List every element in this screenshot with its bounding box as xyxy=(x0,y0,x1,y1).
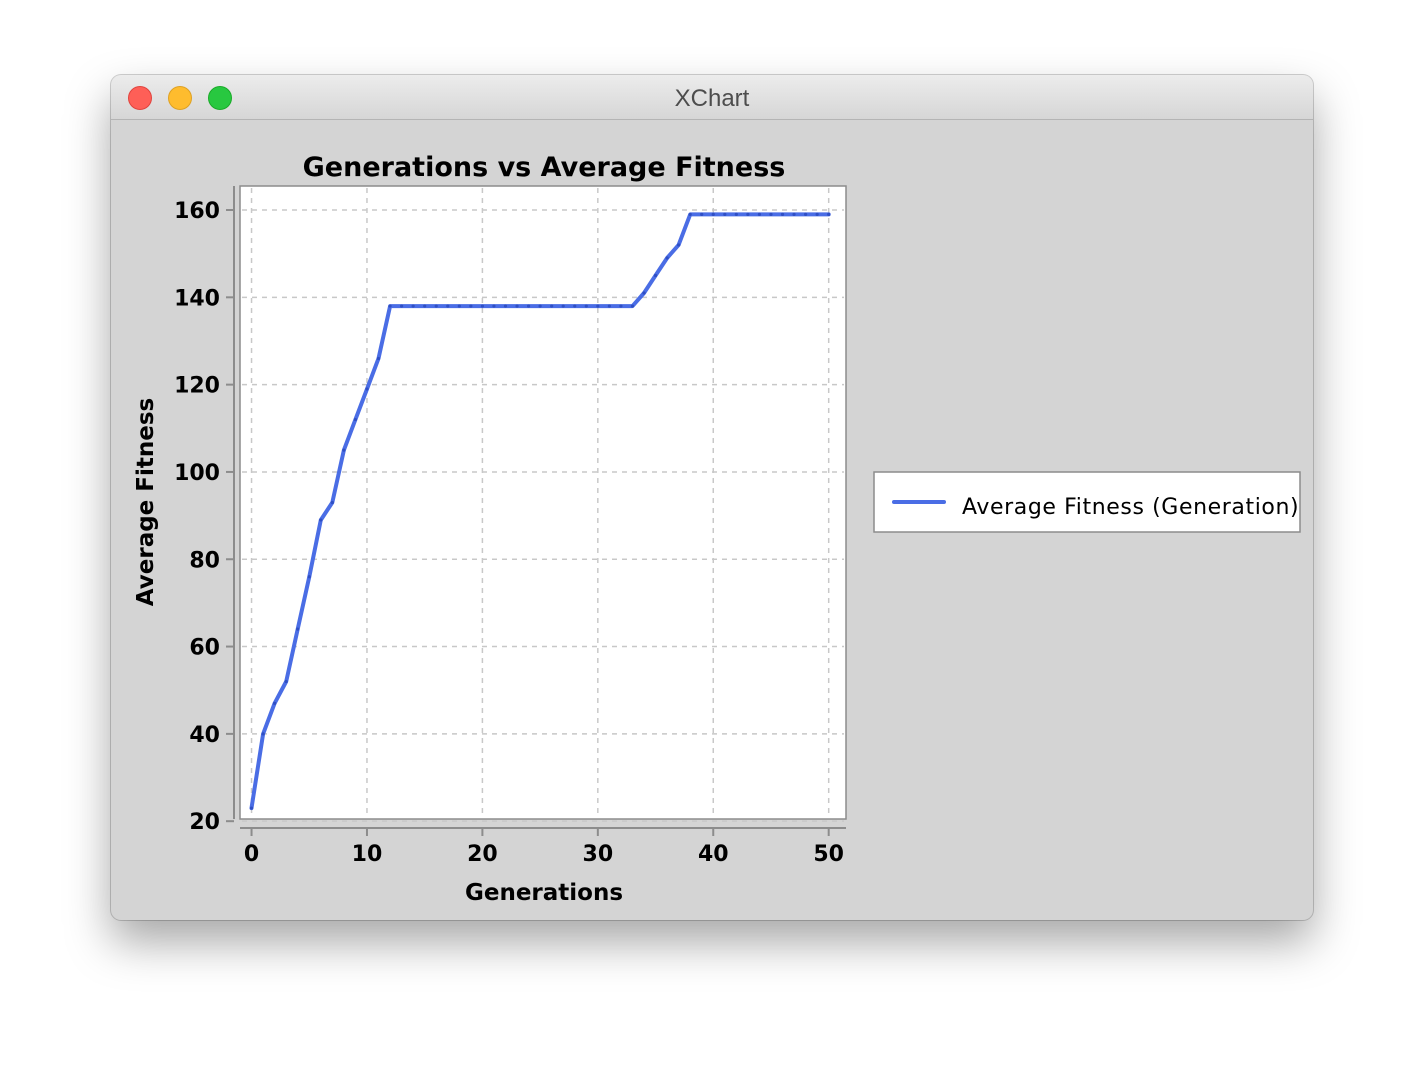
data-point xyxy=(296,627,300,631)
x-tick-label: 30 xyxy=(583,842,614,867)
data-point xyxy=(284,679,288,684)
data-point xyxy=(769,212,773,216)
data-point xyxy=(423,304,427,308)
title-bar[interactable]: XChart xyxy=(111,75,1313,120)
data-point xyxy=(400,304,404,308)
data-point xyxy=(746,212,750,216)
axes: 20 40 60 80 100 120 140 160 0 10 20 30 40 50 xyxy=(174,186,846,867)
data-point xyxy=(480,304,484,308)
x-tick-label: 0 xyxy=(244,842,259,867)
x-tick-label: 20 xyxy=(467,842,498,867)
data-point xyxy=(734,212,738,216)
data-point xyxy=(711,212,715,216)
data-point xyxy=(307,575,311,579)
data-point xyxy=(365,387,369,391)
xchart-window: XChart Generations vs Average Fitness 20… xyxy=(111,75,1313,920)
data-point xyxy=(330,500,334,505)
data-point xyxy=(780,212,785,216)
data-point xyxy=(804,212,808,216)
data-point xyxy=(353,417,358,422)
data-point xyxy=(573,304,577,308)
data-point xyxy=(342,448,346,452)
data-point xyxy=(249,806,254,810)
data-point xyxy=(550,304,554,308)
data-point xyxy=(446,304,450,308)
data-point xyxy=(584,304,588,308)
data-point xyxy=(653,273,658,278)
data-point xyxy=(503,304,508,308)
data-point xyxy=(688,212,692,216)
data-point xyxy=(526,304,531,308)
x-tick-label: 50 xyxy=(813,842,844,867)
data-point xyxy=(700,212,704,216)
data-point xyxy=(411,304,415,308)
data-point xyxy=(827,212,831,216)
x-tick-label: 10 xyxy=(352,842,383,867)
data-point xyxy=(515,304,519,308)
data-point xyxy=(723,212,727,216)
plot-background xyxy=(239,185,847,820)
data-point xyxy=(665,256,669,260)
data-point xyxy=(607,304,611,308)
line-chart: Generations vs Average Fitness 20 40 60 80 1… xyxy=(133,152,1301,906)
chart-area: Generations vs Average Fitness 20 40 60 80 1… xyxy=(111,120,1313,920)
data-point xyxy=(376,356,381,361)
data-point xyxy=(319,518,323,522)
data-point xyxy=(757,212,762,216)
y-tick-label: 160 xyxy=(174,199,220,224)
data-point xyxy=(388,304,392,308)
data-point xyxy=(538,304,542,308)
data-point xyxy=(619,304,623,308)
data-point xyxy=(434,304,438,308)
data-point xyxy=(457,304,461,308)
minimize-window-button[interactable] xyxy=(168,86,192,110)
y-tick-label: 120 xyxy=(174,374,220,399)
legend: Average Fitness (Generation) xyxy=(873,471,1301,533)
data-point xyxy=(561,304,565,308)
y-axis-label: Average Fitness xyxy=(133,398,159,606)
x-axis-label: Generations xyxy=(465,880,623,906)
data-point xyxy=(630,304,635,308)
y-tick-label: 80 xyxy=(189,548,220,573)
data-point xyxy=(273,701,277,705)
y-tick-label: 40 xyxy=(189,723,220,748)
y-tick-label: 20 xyxy=(189,810,220,835)
zoom-window-button[interactable] xyxy=(208,86,232,110)
data-point xyxy=(792,212,796,216)
data-point xyxy=(596,304,600,308)
y-tick-label: 100 xyxy=(174,461,220,486)
window-title: XChart xyxy=(674,85,750,112)
y-tick-label: 140 xyxy=(174,286,220,311)
grid xyxy=(242,188,844,822)
data-point xyxy=(815,212,819,216)
data-point xyxy=(677,243,681,247)
data-point xyxy=(642,291,646,295)
data-point xyxy=(492,304,496,308)
close-window-button[interactable] xyxy=(128,86,152,110)
data-point xyxy=(261,732,265,736)
y-tick-label: 60 xyxy=(189,636,220,661)
x-tick-label: 40 xyxy=(698,842,729,867)
data-point xyxy=(469,304,473,308)
legend-series-label: Average Fitness (Generation) xyxy=(962,495,1299,520)
series-layer xyxy=(249,212,831,811)
chart-title: Generations vs Average Fitness xyxy=(303,152,786,183)
